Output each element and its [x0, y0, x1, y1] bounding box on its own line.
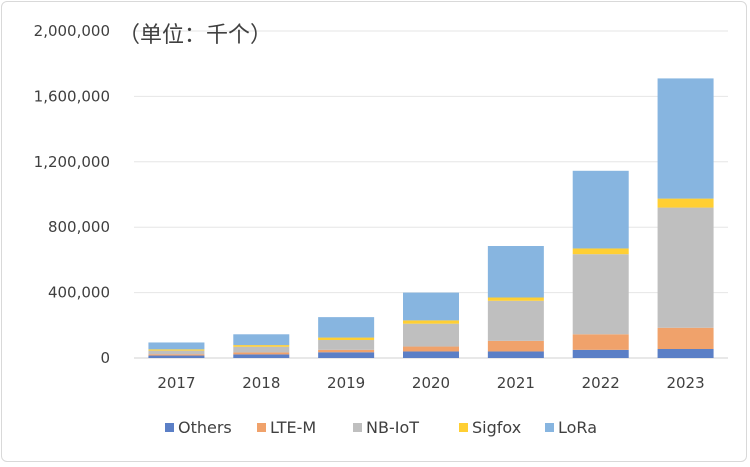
legend-swatch	[459, 423, 468, 432]
bar-sigfox-2021	[487, 297, 544, 301]
y-tick-label: 1,200,000	[34, 153, 110, 171]
y-tick-label: 1,600,000	[34, 87, 110, 105]
y-axis: 0 400,000 800,000 1,200,000 1,600,000 2,000,0…	[34, 22, 110, 367]
bar-lte-m-2023	[657, 327, 714, 350]
x-tick-label: 2020	[412, 374, 450, 392]
bar-sigfox-2023	[657, 198, 714, 208]
bar-nb-iot-2021	[487, 300, 544, 341]
legend-label: LTE-M	[270, 418, 316, 437]
x-tick-label: 2019	[327, 374, 365, 392]
x-tick-label: 2021	[497, 374, 535, 392]
bar-nb-iot-2018	[233, 346, 290, 353]
y-tick-label: 2,000,000	[34, 22, 110, 40]
bar-lte-m-2021	[487, 340, 544, 352]
bar-lora-2022	[572, 170, 629, 249]
bar-others-2023	[657, 349, 714, 358]
bar-nb-iot-2023	[657, 207, 714, 328]
bar-nb-iot-2022	[572, 254, 629, 335]
bar-others-2017	[148, 355, 205, 358]
legend-item-lte-m: LTE-M	[257, 418, 316, 437]
bar-lte-m-2022	[572, 334, 629, 350]
x-tick-label: 2017	[157, 374, 195, 392]
y-tick-label: 400,000	[48, 284, 110, 302]
legend-item-lora: LoRa	[545, 418, 597, 437]
legend-swatch	[257, 423, 266, 432]
legend-item-nb-iot: NB-IoT	[353, 418, 419, 437]
x-tick-label: 2022	[582, 374, 620, 392]
bar-lte-m-2018	[233, 352, 290, 355]
legend-item-sigfox: Sigfox	[459, 418, 521, 437]
y-tick-label: 800,000	[48, 218, 110, 236]
legend-label: LoRa	[558, 418, 597, 437]
bar-lte-m-2017	[148, 354, 205, 356]
bar-nb-iot-2019	[318, 340, 375, 350]
bar-lora-2021	[487, 246, 544, 298]
bar-sigfox-2017	[148, 349, 205, 351]
bars	[148, 78, 714, 358]
legend-label: Others	[178, 418, 232, 437]
legend-swatch	[165, 423, 174, 432]
bar-others-2022	[572, 349, 629, 358]
bar-sigfox-2018	[233, 345, 290, 347]
bar-nb-iot-2020	[403, 323, 459, 347]
legend: Others LTE-M NB-IoT Sigfox LoRa	[165, 418, 597, 437]
bar-others-2019	[318, 352, 375, 358]
legend-item-others: Others	[165, 418, 232, 437]
bar-lte-m-2019	[318, 349, 375, 353]
bar-others-2018	[233, 354, 290, 358]
bar-nb-iot-2017	[148, 350, 205, 355]
x-tick-label: 2018	[242, 374, 280, 392]
bar-lte-m-2020	[403, 346, 459, 352]
bar-lora-2023	[657, 78, 714, 199]
bar-sigfox-2022	[572, 248, 629, 255]
legend-label: NB-IoT	[366, 418, 419, 437]
gridlines	[134, 30, 728, 359]
x-axis: 2017 2018 2019 2020 2021 2022 2023	[157, 374, 704, 392]
legend-swatch	[545, 423, 554, 432]
bar-others-2021	[487, 351, 544, 358]
bar-lora-2017	[148, 342, 205, 350]
bar-sigfox-2019	[318, 337, 375, 341]
y-tick-label: 0	[100, 349, 110, 367]
legend-swatch	[353, 423, 362, 432]
legend-label: Sigfox	[472, 418, 521, 437]
unit-label: （单位：千个）	[118, 23, 272, 48]
bar-others-2020	[403, 351, 459, 358]
bar-lora-2020	[403, 292, 459, 321]
bar-lora-2018	[233, 334, 290, 346]
bar-lora-2019	[318, 317, 375, 338]
bar-sigfox-2020	[403, 320, 459, 324]
x-tick-label: 2023	[666, 374, 704, 392]
